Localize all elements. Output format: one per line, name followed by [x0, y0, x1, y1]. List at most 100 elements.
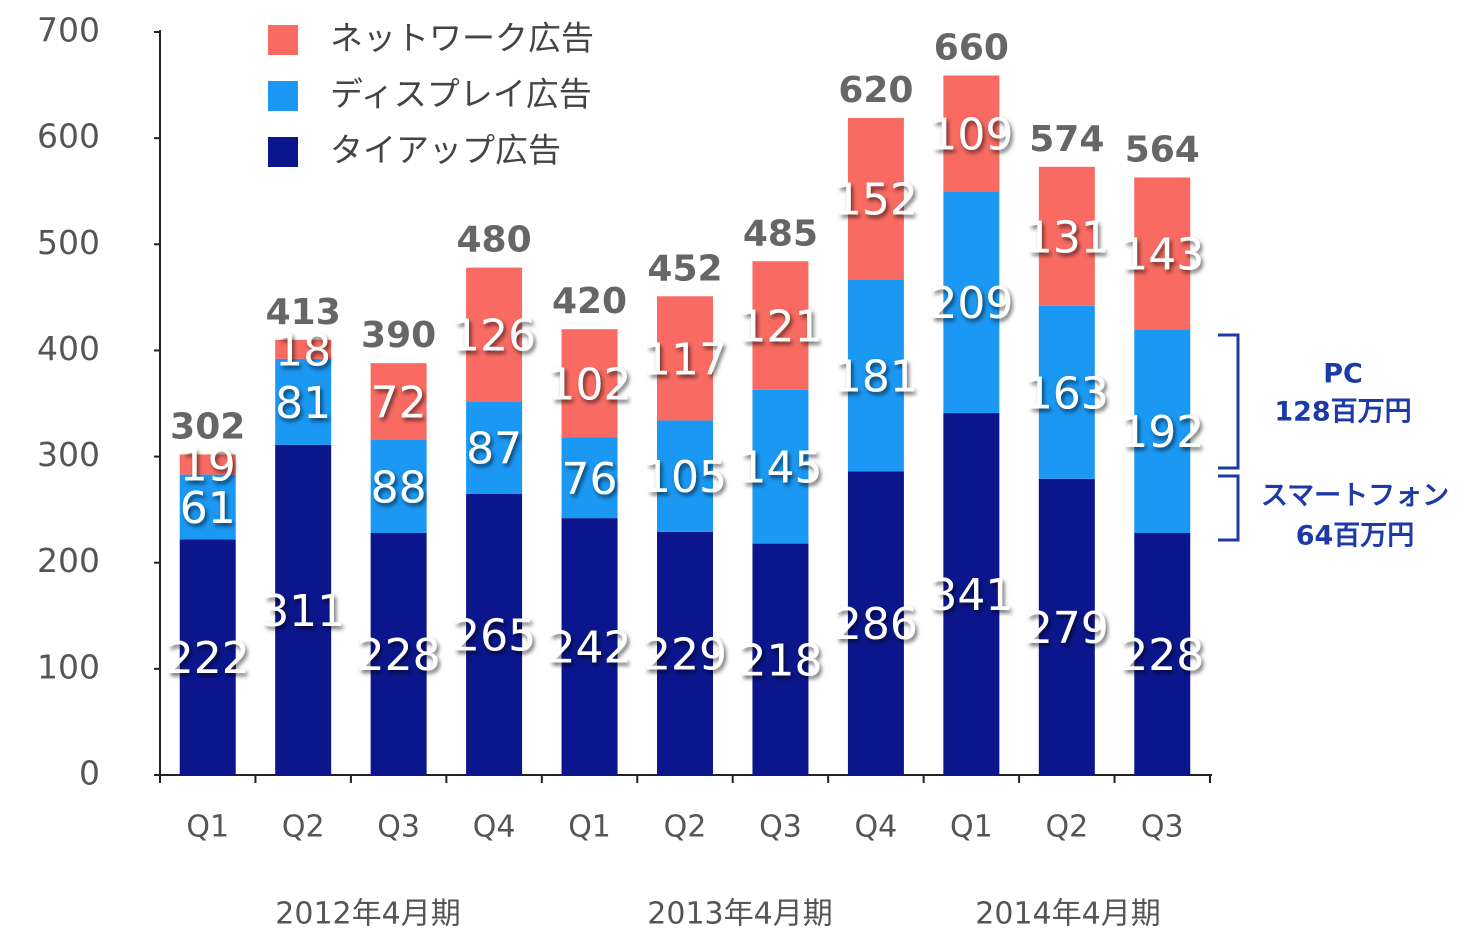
total-label: 485 [743, 213, 818, 254]
legend-label: タイアップ広告 [330, 131, 561, 170]
segment-label: 341 [929, 570, 1013, 621]
segment-label: 242 [548, 623, 632, 674]
segment-label: 117 [643, 334, 727, 385]
bar-segment [466, 493, 523, 775]
segment-label: 87 [466, 424, 522, 475]
segment-label: 145 [738, 443, 822, 494]
bar-segment [752, 389, 809, 544]
total-label: 452 [647, 248, 722, 289]
segment-label: 126 [452, 311, 536, 362]
segment-label: 192 [1120, 407, 1204, 458]
bar-segment [752, 543, 809, 775]
bracket [1218, 474, 1240, 542]
annotation: PC [1323, 359, 1363, 390]
bar-segment [370, 532, 427, 775]
segment-label: 181 [834, 351, 918, 402]
total-label: 480 [457, 220, 532, 261]
segment-label: 279 [1025, 603, 1109, 654]
segment-label: 143 [1120, 229, 1204, 280]
segment-label: 72 [371, 377, 427, 428]
bar-segment [847, 279, 904, 472]
segment-label: 265 [452, 610, 536, 661]
segment-label: 81 [275, 378, 331, 429]
bar-segment [370, 363, 427, 440]
annotation: 64百万円 [1296, 521, 1415, 552]
bar-segment [275, 339, 332, 359]
segment-label: 152 [834, 175, 918, 226]
segment-label: 286 [834, 599, 918, 650]
segment-label: 105 [643, 452, 727, 503]
segment-label: 131 [1025, 212, 1109, 263]
total-label: 413 [266, 292, 341, 333]
segment-label: 121 [738, 301, 822, 352]
bar-segment [1038, 166, 1095, 306]
bar-segment [752, 261, 809, 390]
x-tick-label: Q2 [282, 810, 325, 845]
total-label: 564 [1125, 129, 1200, 170]
legend-swatch [268, 81, 298, 111]
x-tick-label: Q2 [1045, 810, 1088, 845]
bar-segment [1038, 478, 1095, 775]
x-tick-label: Q3 [759, 810, 802, 845]
x-tick-label: Q1 [950, 810, 993, 845]
y-tick-label: 0 [79, 754, 100, 793]
bar-segment [847, 117, 904, 280]
total-label: 620 [838, 70, 913, 111]
y-tick-label: 100 [37, 647, 100, 686]
legend-label: ネットワーク広告 [330, 19, 594, 58]
legend-label: ディスプレイ広告 [330, 75, 592, 114]
y-tick-label: 400 [37, 329, 100, 368]
segment-label: 218 [738, 635, 822, 686]
segment-label: 222 [166, 633, 250, 684]
bar-segment [657, 296, 713, 421]
y-tick-label: 600 [37, 117, 100, 156]
bar-segment [1134, 329, 1191, 533]
total-label: 302 [170, 406, 245, 447]
y-tick-label: 300 [37, 435, 100, 474]
bar-segment [561, 437, 618, 519]
bar-segment [943, 75, 1000, 192]
bar-segment [275, 358, 332, 445]
bar-segment [275, 444, 332, 775]
segment-label: 311 [261, 586, 345, 637]
y-tick-label: 500 [37, 223, 100, 262]
x-tick-label: Q1 [568, 810, 611, 845]
bar-segment [466, 401, 523, 494]
segment-label: 88 [371, 462, 427, 513]
total-label: 420 [552, 281, 627, 322]
x-tick-label: Q4 [855, 810, 898, 845]
segment-label: 102 [548, 359, 632, 410]
segment-label: 18 [275, 325, 331, 376]
x-tick-label: Q3 [377, 810, 420, 845]
y-tick-label: 700 [37, 11, 100, 50]
group-label: 2014年4月期 [975, 897, 1160, 931]
bar-segment [561, 518, 618, 775]
bar-segment [179, 539, 236, 775]
bar-segment [1038, 305, 1095, 479]
bar-segment [1134, 532, 1191, 775]
segment-label: 229 [643, 629, 727, 680]
annotation: 128百万円 [1274, 397, 1411, 428]
x-tick-label: Q3 [1141, 810, 1184, 845]
annotation: スマートフォン [1261, 481, 1449, 512]
bar-segment [847, 471, 904, 775]
x-tick-label: Q2 [664, 810, 707, 845]
total-label: 660 [934, 28, 1009, 69]
bar-segment [657, 531, 713, 775]
segment-label: 109 [929, 109, 1013, 160]
segment-label: 163 [1025, 368, 1109, 419]
bar-segment [943, 191, 1000, 414]
bracket [1218, 333, 1240, 470]
segment-label: 61 [180, 483, 236, 534]
legend-swatch [268, 137, 298, 167]
group-label: 2013年4月期 [647, 897, 832, 931]
x-tick-label: Q4 [473, 810, 516, 845]
segment-label: 19 [180, 441, 236, 492]
legend-swatch [268, 25, 298, 55]
segment-label: 228 [1120, 630, 1204, 681]
bar-segment [657, 420, 713, 532]
bar-segment [466, 267, 523, 402]
bar-segment [1134, 177, 1191, 330]
y-tick-label: 200 [37, 541, 100, 580]
